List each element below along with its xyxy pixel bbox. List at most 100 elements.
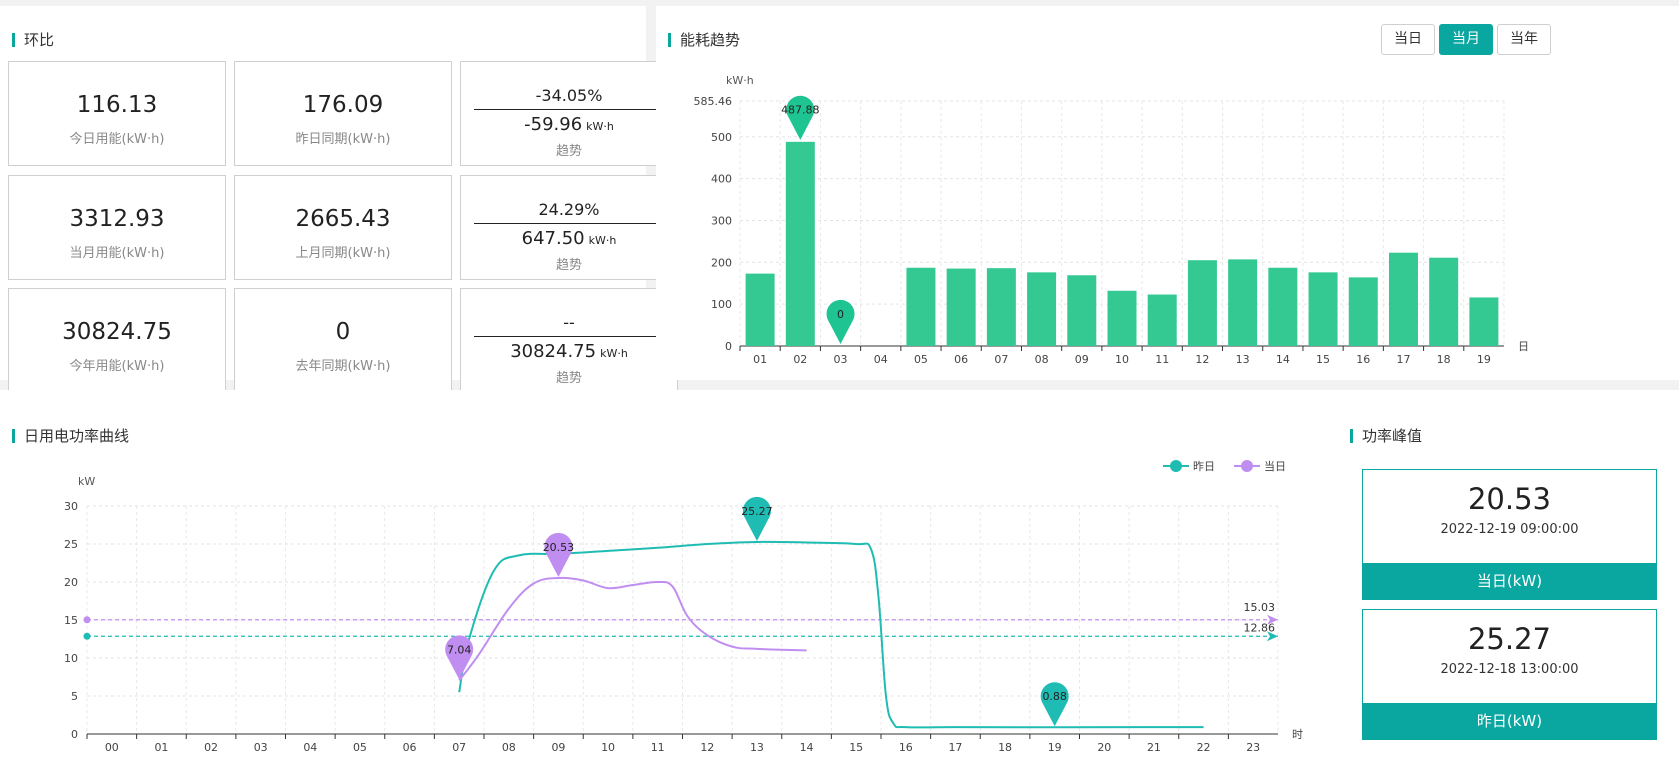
bar-chart-xtick: 06	[954, 353, 968, 366]
bar-chart-bar	[946, 268, 976, 346]
bar-chart-bar	[1268, 267, 1298, 346]
bar-chart-bar	[1348, 277, 1378, 346]
stat-previous-value: 176.09	[302, 92, 384, 118]
period-button-month[interactable]: 当月	[1439, 24, 1493, 55]
line-chart-marker-label: 25.27	[741, 505, 773, 518]
line-chart-series-line	[458, 576, 807, 682]
line-chart-ytick: 5	[71, 690, 78, 703]
line-chart-average-start	[83, 616, 91, 624]
stat-current-value: 3312.93	[69, 206, 165, 232]
line-chart-ylabel: kW	[78, 475, 95, 488]
bar-chart-xtick: 15	[1316, 353, 1330, 366]
line-chart-xtick: 06	[403, 741, 417, 754]
peak-yesterday-time: 2022-12-18 13:00:00	[1440, 662, 1579, 677]
line-chart-marker-label: 20.53	[543, 541, 575, 554]
stat-trend-label: 趋势	[555, 258, 582, 273]
line-chart-xtick: 07	[452, 741, 466, 754]
stat-trend-diff-value: 647.50	[521, 228, 585, 249]
line-chart-legend-marker	[1241, 460, 1253, 472]
bar-chart-xtick: 03	[834, 353, 848, 366]
bar-chart-xtick: 07	[994, 353, 1008, 366]
bar-chart-marker-label: 0	[837, 308, 844, 321]
line-chart-ytick: 30	[64, 500, 78, 513]
line-chart-xtick: 18	[998, 741, 1012, 754]
peak-today-value: 20.53	[1467, 482, 1552, 516]
stat-trend-percent: 24.29%	[538, 200, 600, 219]
line-chart-average-arrow	[1267, 614, 1278, 625]
line-chart-xtick: 10	[601, 741, 615, 754]
line-chart-xtick: 12	[700, 741, 714, 754]
bar-chart-xtick: 04	[874, 353, 888, 366]
line-chart-ytick: 25	[64, 538, 78, 551]
bar-chart-xtick: 08	[1035, 353, 1049, 366]
stat-trend-diff: -59.96 kW·h	[461, 114, 677, 135]
stat-current-label: 今日用能(kW·h)	[69, 132, 165, 147]
line-chart-xtick: 00	[105, 741, 119, 754]
bar-chart-xtick: 19	[1477, 353, 1491, 366]
bar-chart-xtick: 09	[1075, 353, 1089, 366]
stat-previous-value: 2665.43	[295, 206, 391, 232]
line-chart-xlabel: 时	[1292, 728, 1303, 741]
peak-panel-title: 功率峰值	[1350, 427, 1422, 445]
line-chart-xtick: 16	[899, 741, 913, 754]
line-chart-xtick: 22	[1197, 741, 1211, 754]
line-chart-ytick: 20	[64, 576, 78, 589]
bar-chart-bar	[1107, 290, 1137, 346]
stat-current-cell: 30824.75 今年用能(kW·h)	[8, 288, 226, 393]
line-chart-xtick: 14	[800, 741, 814, 754]
line-chart-marker-label: 0.88	[1042, 690, 1067, 703]
bar-chart-xtick: 10	[1115, 353, 1129, 366]
bar-chart-bar	[1429, 257, 1459, 346]
line-chart-marker-pin	[742, 496, 771, 541]
stat-current-cell: 3312.93 当月用能(kW·h)	[8, 175, 226, 280]
line-chart-xtick: 21	[1147, 741, 1161, 754]
line-chart-xtick: 19	[1048, 741, 1062, 754]
stat-previous-cell: 0 去年同期(kW·h)	[234, 288, 452, 393]
bar-chart-bar	[1027, 272, 1057, 346]
stat-previous-label: 昨日同期(kW·h)	[295, 132, 391, 147]
stat-trend-cell: -- 30824.75 kW·h 趋势	[460, 288, 678, 393]
stat-previous-value: 0	[335, 319, 351, 345]
stat-divider	[474, 223, 664, 224]
bar-chart-ytick: 500	[711, 131, 732, 144]
stat-current-value: 116.13	[76, 92, 158, 118]
compare-panel-title: 环比	[12, 31, 54, 49]
stat-trend-diff-value: -59.96	[524, 114, 583, 135]
bar-chart-ytick: 200	[711, 256, 732, 269]
bar-chart-bar	[986, 268, 1016, 346]
bar-chart-bar	[1147, 294, 1177, 346]
bar-chart-bar	[785, 141, 815, 346]
line-chart-average-label: 12.86	[1244, 621, 1276, 634]
bar-chart-ytick: 100	[711, 298, 732, 311]
bar-chart-xtick: 13	[1236, 353, 1250, 366]
bar-chart-bar	[1308, 272, 1338, 346]
line-chart-ytick: 0	[71, 728, 78, 741]
stat-trend-diff-value: 30824.75	[510, 341, 597, 362]
peak-yesterday-card: 25.27 2022-12-18 13:00:00 昨日(kW)	[1362, 609, 1657, 740]
period-button-year[interactable]: 当年	[1497, 24, 1551, 55]
stat-previous-label: 去年同期(kW·h)	[295, 359, 391, 374]
stat-trend-percent: --	[563, 313, 575, 332]
stat-current-label: 当月用能(kW·h)	[69, 246, 165, 261]
bar-chart-marker-pin	[786, 95, 815, 140]
stat-current-value: 30824.75	[62, 319, 172, 345]
bar-chart-xtick: 01	[753, 353, 767, 366]
bar-chart-ylabel: kW·h	[726, 74, 754, 87]
bar-chart-bar	[906, 267, 936, 346]
trend-panel-title: 能耗趋势	[668, 31, 740, 49]
line-chart-xtick: 05	[353, 741, 367, 754]
line-chart-xtick: 03	[254, 741, 268, 754]
period-button-day[interactable]: 当日	[1381, 24, 1435, 55]
line-chart-marker-pin	[1040, 682, 1069, 727]
bar-chart-xtick: 16	[1356, 353, 1370, 366]
line-chart-average-start	[83, 632, 91, 640]
peak-today-time: 2022-12-19 09:00:00	[1440, 522, 1579, 537]
bar-chart-xtick: 12	[1195, 353, 1209, 366]
stat-current-cell: 116.13 今日用能(kW·h)	[8, 61, 226, 166]
line-chart-xtick: 08	[502, 741, 516, 754]
line-chart-xtick: 04	[303, 741, 317, 754]
line-chart-legend-label: 昨日	[1193, 460, 1215, 473]
stat-trend-diff: 30824.75 kW·h	[461, 341, 677, 362]
line-chart-xtick: 15	[849, 741, 863, 754]
